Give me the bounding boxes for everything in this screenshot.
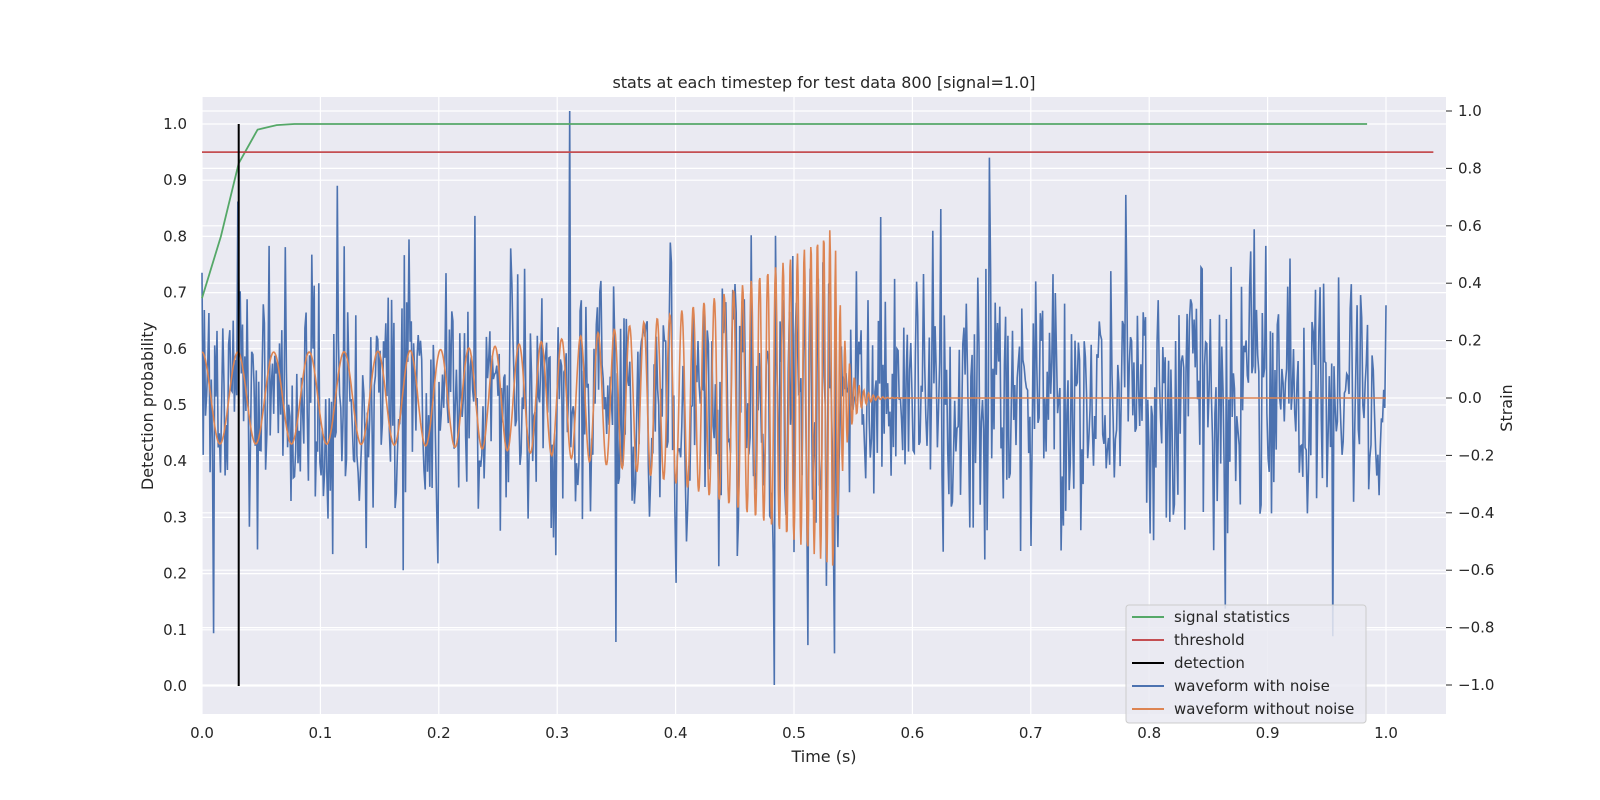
legend-box (1125, 604, 1367, 724)
y-tick-label-right: 0.6 (1458, 217, 1482, 235)
legend-label-signal-statistics: signal statistics (1174, 608, 1290, 626)
y-tick-label-left: 1.0 (163, 115, 187, 133)
y-tick-label-left: 0.2 (163, 565, 187, 583)
chart-title: stats at each timestep for test data 800… (612, 73, 1035, 92)
x-tick-label: 0.4 (664, 724, 688, 742)
x-tick-label: 0.8 (1137, 724, 1161, 742)
x-tick-label: 0.6 (900, 724, 924, 742)
ticks-group: 0.0 0.1 0.2 0.3 0.4 0.5 0.6 0.7 0.8 0.9 1.0 0.0 0.1 0… (163, 102, 1494, 742)
x-tick-label: 0.1 (308, 724, 332, 742)
legend-label-detection: detection (1174, 654, 1245, 672)
x-axis-title: Time (s) (790, 747, 856, 766)
x-tick-label: 0.5 (782, 724, 806, 742)
y-tick-label-right: 0.0 (1458, 389, 1482, 407)
x-tick-label: 1.0 (1374, 724, 1398, 742)
y-tick-label-left: 0.8 (163, 227, 187, 245)
y-tick-label-left: 0.5 (163, 396, 187, 414)
legend-label-threshold: threshold (1174, 631, 1245, 649)
x-tick-label: 0.2 (427, 724, 451, 742)
y-tick-label-left: 0.1 (163, 621, 187, 639)
legend-label-waveform-without-noise: waveform without noise (1174, 700, 1354, 718)
y-axis-title-right: Strain (1497, 384, 1516, 431)
y-tick-label-right: −0.4 (1458, 504, 1494, 522)
y-tick-label-right: −1.0 (1458, 676, 1494, 694)
y-tick-label-right: 1.0 (1458, 102, 1482, 120)
y-axis-title-left: Detection probability (138, 322, 157, 490)
y-tick-label-right: −0.2 (1458, 446, 1494, 464)
y-tick-label-right: −0.8 (1458, 619, 1494, 637)
legend: signal statistics threshold detection wa… (1125, 604, 1367, 724)
y-tick-label-left: 0.6 (163, 340, 187, 358)
y-tick-label-right: 0.2 (1458, 332, 1482, 350)
y-tick-label-right: −0.6 (1458, 561, 1494, 579)
x-tick-label: 0.7 (1019, 724, 1043, 742)
y-tick-label-left: 0.4 (163, 452, 187, 470)
legend-label-waveform-with-noise: waveform with noise (1174, 677, 1330, 695)
x-tick-label: 0.0 (190, 724, 214, 742)
series-group (201, 110, 1434, 686)
y-tick-label-left: 0.9 (163, 171, 187, 189)
series-line-waveform-without-noise (201, 230, 1386, 566)
y-tick-label-left: 0.0 (163, 677, 187, 695)
y-tick-label-right: 0.4 (1458, 274, 1482, 292)
series-line-signal-statistics (201, 123, 1368, 299)
y-tick-label-left: 0.3 (163, 508, 187, 526)
y-tick-label-left: 0.7 (163, 284, 187, 302)
x-tick-label: 0.9 (1256, 724, 1280, 742)
y-tick-label-right: 0.8 (1458, 159, 1482, 177)
x-tick-label: 0.3 (545, 724, 569, 742)
